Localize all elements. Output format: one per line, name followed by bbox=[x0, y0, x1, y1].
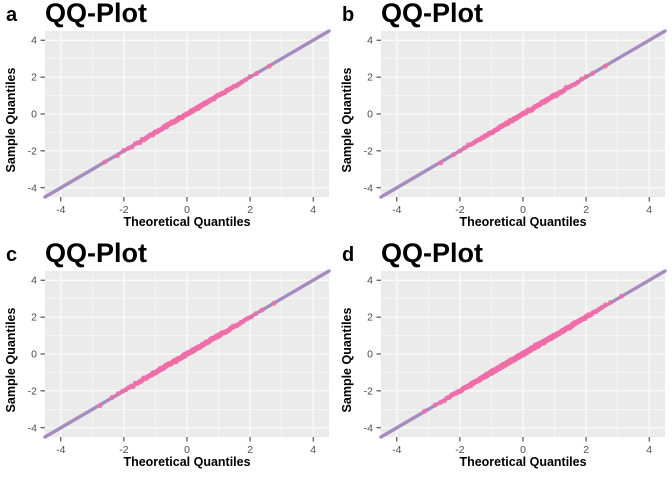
svg-text:-4: -4 bbox=[28, 422, 37, 434]
svg-text:-4: -4 bbox=[28, 182, 37, 194]
svg-text:-2: -2 bbox=[364, 145, 373, 157]
svg-text:4: 4 bbox=[31, 35, 37, 47]
svg-text:2: 2 bbox=[367, 312, 373, 324]
svg-text:-2: -2 bbox=[364, 385, 373, 397]
svg-text:-2: -2 bbox=[28, 385, 37, 397]
svg-text:2: 2 bbox=[31, 72, 37, 84]
svg-text:4: 4 bbox=[367, 275, 373, 287]
svg-text:-4: -4 bbox=[364, 182, 373, 194]
svg-text:2: 2 bbox=[31, 312, 37, 324]
svg-text:0: 0 bbox=[367, 349, 373, 361]
svg-text:4: 4 bbox=[367, 35, 373, 47]
svg-text:-2: -2 bbox=[28, 145, 37, 157]
svg-text:0: 0 bbox=[31, 109, 37, 121]
svg-text:0: 0 bbox=[31, 349, 37, 361]
svg-text:0: 0 bbox=[367, 109, 373, 121]
svg-text:4: 4 bbox=[31, 275, 37, 287]
svg-text:-4: -4 bbox=[364, 422, 373, 434]
svg-text:2: 2 bbox=[367, 72, 373, 84]
